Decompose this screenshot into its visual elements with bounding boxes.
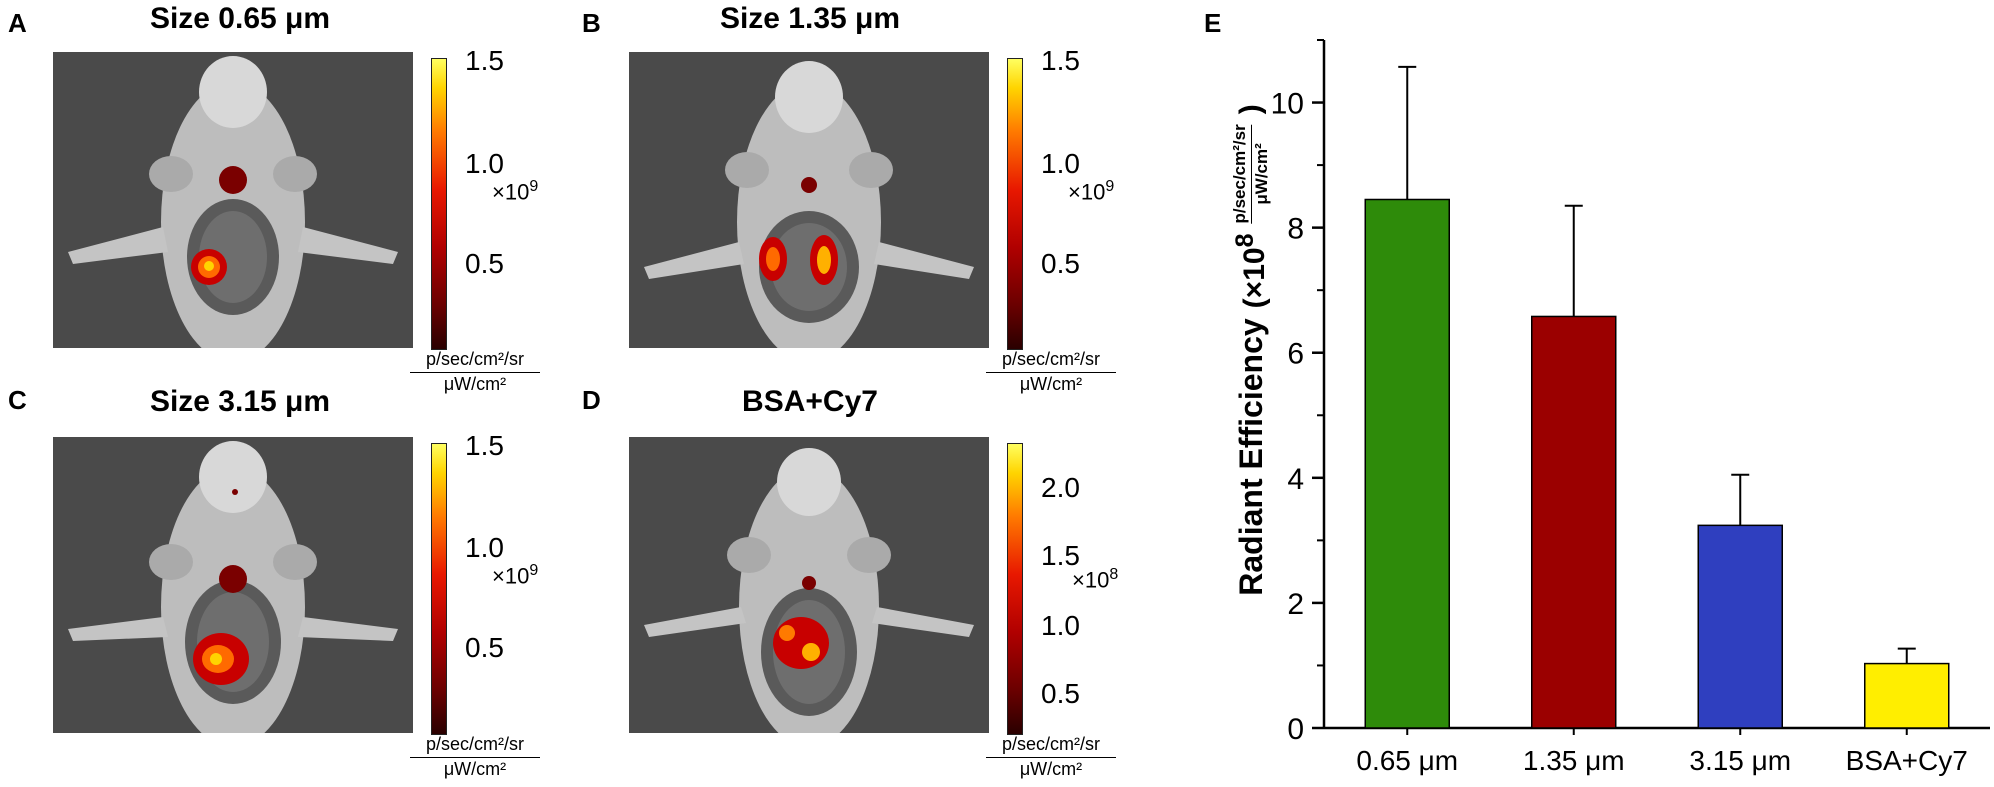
y-tick-label: 8 — [1287, 213, 1304, 246]
colorbar-a-tick: 1.0 — [465, 148, 504, 179]
colorbar-b-unit: p/sec/cm²/sr μW/cm² — [986, 348, 1116, 395]
x-tick-label: BSA+Cy7 — [1846, 745, 1968, 776]
colorbar-a-unit: p/sec/cm²/sr μW/cm² — [410, 348, 540, 395]
x-tick-label: 3.15 μm — [1689, 745, 1791, 776]
panel-title-d: BSA+Cy7 — [742, 385, 878, 418]
panel-title-c: Size 3.15 μm — [149, 385, 331, 418]
colorbar-c-tick: 0.5 — [465, 632, 504, 663]
colorbar-b-tick: 0.5 — [1041, 248, 1080, 279]
mouse-image-d — [629, 437, 989, 733]
colorbar-d — [1007, 443, 1023, 735]
colorbar-b-multiplier: ×109 — [1068, 178, 1115, 205]
colorbar-c-unit: p/sec/cm²/sr μW/cm² — [410, 733, 540, 780]
colorbar-c-tick: 1.5 — [465, 430, 504, 461]
colorbar-d-multiplier: ×108 — [1072, 566, 1119, 593]
colorbar-d-tick: 1.5 — [1041, 540, 1080, 571]
bar — [1531, 315, 1617, 729]
colorbar-b-tick: 1.5 — [1041, 45, 1080, 76]
colorbar-d-tick: 0.5 — [1041, 678, 1080, 709]
colorbar-d-tick: 1.0 — [1041, 610, 1080, 641]
bar-chart-e: 0 2 4 6 8 10 0.65 μm 1.35 μm 3.15 μm BSA+Cy7 — [1271, 39, 1990, 776]
panel-letter-b: B — [582, 8, 601, 38]
y-tick-label: 6 — [1287, 338, 1304, 371]
panel-letter-e: E — [1204, 8, 1222, 38]
colorbar-c-tick: 1.0 — [465, 532, 504, 563]
y-tick-label: 2 — [1287, 588, 1304, 621]
mouse-image-b — [629, 52, 989, 348]
colorbar-a — [431, 58, 447, 350]
colorbar-a-tick: 1.5 — [465, 45, 504, 76]
panel-title-b: Size 1.35 μm — [719, 2, 901, 35]
colorbar-c — [431, 443, 447, 735]
colorbar-a-multiplier: ×109 — [492, 178, 539, 205]
bar — [1697, 524, 1783, 729]
mouse-illustration-c — [68, 441, 398, 733]
panel-title-a: Size 0.65 μm — [149, 2, 331, 35]
bar — [1864, 662, 1950, 729]
panel-letter-a: A — [8, 8, 27, 38]
mouse-image-c — [53, 437, 413, 733]
colorbar-d-tick: 2.0 — [1041, 472, 1080, 503]
mouse-image-a — [53, 52, 413, 348]
colorbar-b — [1007, 58, 1023, 350]
mouse-illustration-d — [644, 448, 974, 733]
x-tick-label: 1.35 μm — [1523, 745, 1625, 776]
colorbar-d-unit: p/sec/cm²/sr μW/cm² — [986, 733, 1116, 780]
mouse-illustration-b — [644, 61, 974, 348]
colorbar-a-tick: 0.5 — [465, 248, 504, 279]
panel-letter-c: C — [8, 385, 27, 415]
bar — [1364, 198, 1450, 729]
y-tick-label: 4 — [1287, 463, 1304, 496]
mouse-illustration-a — [68, 56, 398, 348]
colorbar-c-multiplier: ×109 — [492, 562, 539, 589]
panel-letter-d: D — [582, 385, 601, 415]
x-tick-label: 0.65 μm — [1356, 745, 1458, 776]
colorbar-b-tick: 1.0 — [1041, 148, 1080, 179]
y-tick-label: 10 — [1271, 88, 1304, 121]
y-tick-label: 0 — [1287, 713, 1304, 746]
